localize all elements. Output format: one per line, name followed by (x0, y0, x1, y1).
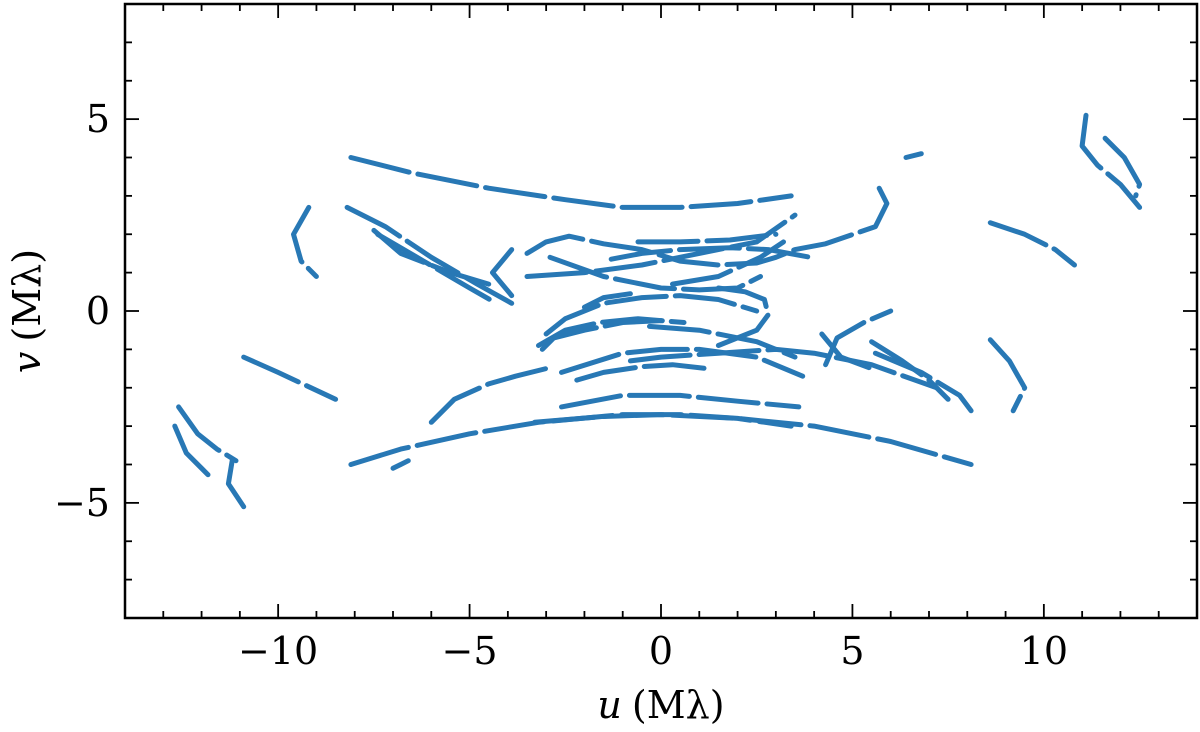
x-tick-label: −5 (442, 629, 498, 673)
axis-ticks (125, 4, 1197, 618)
x-tick-label: 0 (649, 629, 673, 673)
uv-track-14 (647, 323, 798, 360)
uv-track-19 (574, 362, 710, 383)
uv-track-38 (241, 354, 339, 402)
uv-track-32 (1102, 135, 1143, 199)
uv-track-16 (543, 293, 760, 337)
uv-track-3 (532, 412, 974, 467)
x-tick-label: 10 (1020, 629, 1068, 673)
uv-track-33 (903, 151, 924, 160)
x-tick-label: 5 (840, 629, 864, 673)
uv-track-26 (819, 331, 875, 372)
x-axis-unit: (Mλ) (632, 683, 725, 727)
uv-track-30 (987, 220, 1077, 268)
uv-track-1 (348, 155, 794, 210)
uv-track-7 (490, 247, 515, 299)
uv-track-15 (559, 346, 806, 379)
uv-track-35 (176, 404, 239, 464)
uv-track-2 (348, 412, 794, 467)
uv-track-22 (344, 204, 515, 306)
x-axis-variable: u (597, 683, 621, 727)
uv-track-25 (823, 308, 894, 368)
plot-frame (123, 2, 1199, 620)
uv-track-10 (608, 245, 813, 262)
uv-track-21 (375, 231, 499, 306)
uv-track-11 (635, 231, 779, 245)
uv-track-8 (524, 185, 890, 268)
uv-track-31 (1079, 112, 1143, 210)
uv-track-18 (715, 285, 771, 348)
uv-track-34 (225, 458, 247, 510)
uv-track-24 (536, 316, 687, 348)
x-tick-label: −10 (238, 629, 318, 673)
x-axis-label: u (Mλ) (597, 683, 724, 727)
y-axis-label: v (Mλ) (5, 249, 49, 373)
uv-track-36 (172, 423, 216, 483)
uv-tracks (172, 112, 1143, 510)
uv-track-28 (872, 350, 974, 414)
uv-track-29 (987, 337, 1028, 414)
uv-track-4 (559, 392, 802, 410)
uv-track-5 (524, 212, 798, 279)
uv-track-23 (291, 204, 319, 279)
y-tick-label: −5 (54, 481, 110, 525)
tick-labels: −10 −5 0 5 10 −5 0 5 (54, 97, 1068, 673)
uv-track-37 (390, 458, 411, 471)
uv-track-9 (547, 254, 763, 293)
uv-track-17 (581, 291, 633, 310)
y-axis-variable: v (5, 351, 49, 373)
y-tick-label: 0 (86, 289, 110, 333)
y-axis-unit: (Mλ) (5, 249, 49, 342)
uv-track-39 (428, 366, 549, 425)
y-tick-label: 5 (86, 97, 110, 141)
